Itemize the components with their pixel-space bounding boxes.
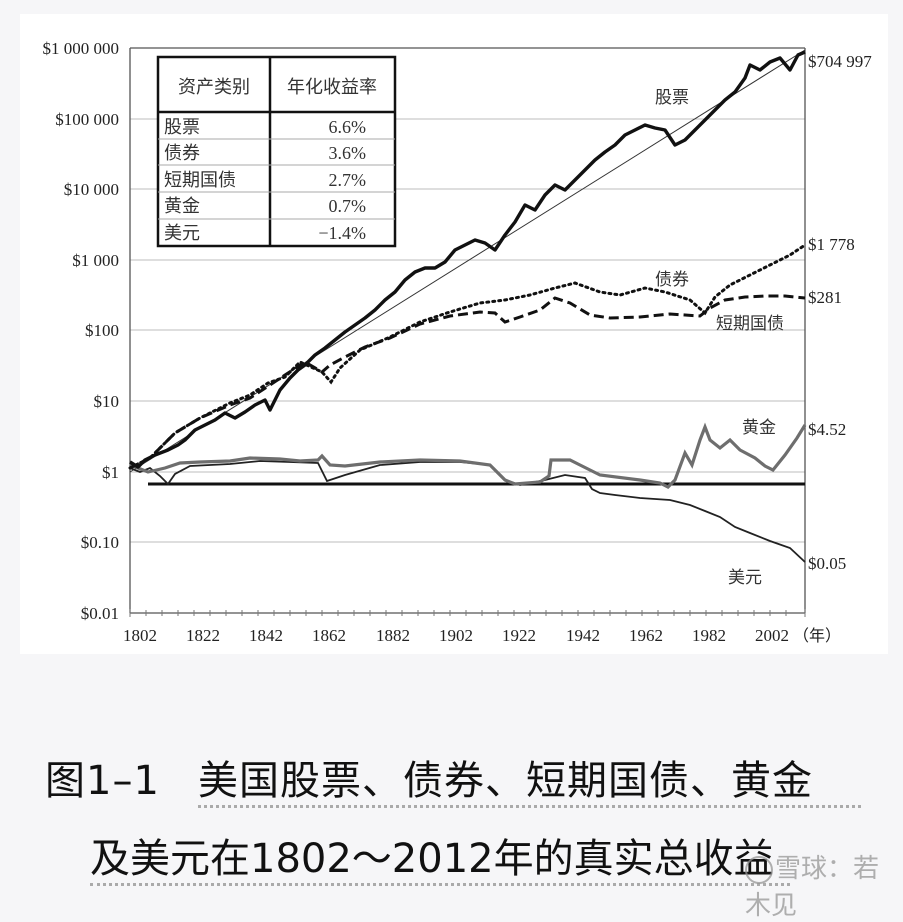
bills-series-line — [129, 294, 806, 470]
table-asset-cell: 美元 — [164, 223, 200, 243]
dollar-label: 美元 — [728, 568, 762, 587]
x-tick-label: 1802 — [123, 626, 157, 645]
y-axis-labels: $1 000 000 $100 000 $10 000 $1 000 $100 … — [43, 39, 120, 623]
gold-end-value: $4.52 — [808, 420, 846, 439]
bonds-label: 债券 — [655, 270, 689, 289]
stocks-trend-line — [129, 49, 806, 473]
x-tick-label: 1822 — [186, 626, 220, 645]
y-tick-label: $10 — [94, 392, 120, 411]
y-tick-label: $100 000 — [55, 110, 119, 129]
plot-frame — [129, 47, 806, 614]
x-unit-label: （年） — [793, 627, 841, 645]
stocks-series-line — [129, 50, 806, 469]
y-tick-label: $0.10 — [81, 533, 119, 552]
watermark: 雪球：若木见 — [745, 848, 903, 922]
table-asset-cell: 短期国债 — [164, 170, 236, 190]
dollar-end-value: $0.05 — [808, 554, 846, 573]
y-tick-label: $1 — [102, 463, 119, 482]
x-axis-labels: 1802 1822 1842 1862 1882 1902 1922 1942 … — [123, 626, 841, 645]
stocks-end-value: $704 997 — [808, 52, 872, 71]
table-return-cell: 0.7% — [329, 196, 367, 216]
x-tick-label: 1962 — [629, 626, 663, 645]
x-tick-label: 1942 — [566, 626, 600, 645]
caption-underline-2 — [90, 883, 790, 886]
series-labels: 股票 债券 短期国债 黄金 美元 — [655, 88, 784, 587]
dollar-series-line — [129, 460, 806, 563]
bonds-series-line — [128, 243, 807, 470]
y-tick-label: $10 000 — [64, 180, 119, 199]
end-value-labels: $704 997 $1 778 $281 $4.52 $0.05 — [808, 52, 872, 573]
gold-label: 黄金 — [742, 418, 776, 437]
stocks-label: 股票 — [655, 88, 689, 107]
x-tick-label: 1842 — [249, 626, 283, 645]
bills-label: 短期国债 — [716, 314, 784, 333]
table-asset-cell: 债券 — [164, 143, 200, 163]
figure-number: 图1–1 — [45, 758, 160, 804]
y-tick-label: $1 000 — [72, 251, 119, 270]
caption-text-line1: 美国股票、债券、短期国债、黄金 — [198, 758, 813, 804]
table-header-return: 年化收益率 — [287, 77, 377, 97]
x-tick-label: 1922 — [502, 626, 536, 645]
x-ticks — [129, 609, 806, 617]
x-tick-label: 1862 — [312, 626, 346, 645]
x-tick-label: 2002 — [755, 626, 789, 645]
table-return-cell: −1.4% — [318, 223, 366, 243]
y-tick-label: $1 000 000 — [43, 39, 120, 58]
table-header-asset: 资产类别 — [178, 77, 250, 97]
bills-end-value: $281 — [808, 288, 842, 307]
table-asset-cell: 股票 — [164, 117, 200, 137]
x-tick-label: 1882 — [376, 626, 410, 645]
bonds-end-value: $1 778 — [808, 235, 855, 254]
chart-canvas: $1 000 000 $100 000 $10 000 $1 000 $100 … — [43, 39, 873, 645]
caption-text-line2: 及美元在1802～2012年的真实总收益 — [90, 836, 774, 882]
caption-underline-1 — [198, 805, 861, 808]
table-return-cell: 3.6% — [329, 143, 367, 163]
y-tick-label: $0.01 — [81, 604, 119, 623]
snowball-logo-icon — [745, 855, 773, 884]
x-tick-label: 1982 — [692, 626, 726, 645]
gold-series-line — [129, 422, 807, 489]
y-tick-label: $100 — [85, 321, 119, 340]
table-return-cell: 6.6% — [329, 117, 367, 137]
table-asset-cell: 黄金 — [164, 196, 200, 216]
returns-table: 资产类别 年化收益率 股票 6.6% 债券 3.6% 短期国债 2.7% 黄金 … — [156, 55, 397, 248]
watermark-text: 雪球：若木见 — [745, 854, 880, 921]
x-tick-label: 1902 — [439, 626, 473, 645]
table-return-cell: 2.7% — [329, 170, 367, 190]
